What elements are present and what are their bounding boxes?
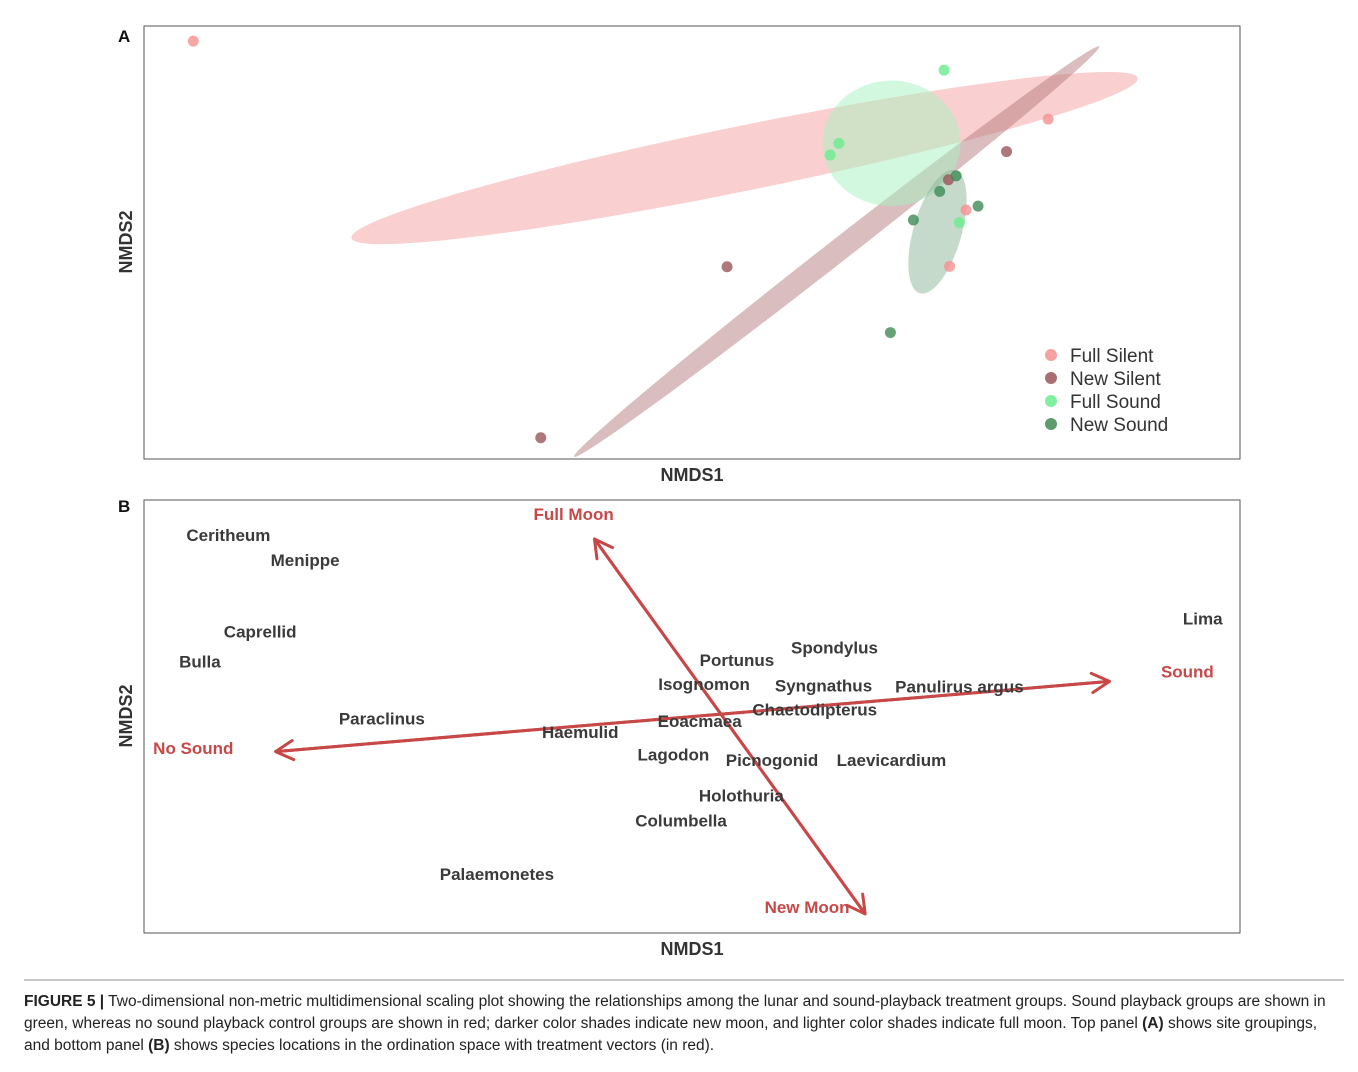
caption-text-1: Two-dimensional non-metric multidimensio… [24,993,1326,1032]
legend-swatch [1045,349,1057,361]
panel-a-label: A [118,27,130,46]
caption-text-3: shows species locations in the ordinatio… [169,1037,715,1054]
point-new-sound [884,327,896,339]
species-label: Panulirus argus [895,678,1023,697]
species-label: Lagodon [637,746,709,765]
panel-b-label: B [118,497,130,516]
caption-text-2: shows site groupings, and bottom panel [24,1015,1317,1054]
group-ellipses [351,46,1138,457]
point-full-silent [960,204,972,216]
species-label: Picnogonid [726,751,819,770]
point-new-sound [972,200,984,212]
ellipse-full-silent [351,71,1138,245]
caption-lead: FIGURE 5 | [24,993,105,1010]
species-label: Laevicardium [837,751,947,770]
species-label: Haemulid [542,723,619,742]
species-label: Paraclinus [339,710,425,729]
vector-label: No Sound [153,739,233,758]
species-label: Bulla [179,653,221,672]
vector-arrowhead [845,892,867,916]
caption-ref-b: (B) [148,1037,170,1054]
panel-b-frame [143,499,1241,934]
species-label: Isognomon [658,675,750,694]
panel-b-x-axis-label: NMDS1 [660,939,723,959]
point-new-silent [721,261,733,273]
ellipse-new-silent [574,46,1100,457]
caption-ref-a: (A) [1142,1015,1164,1032]
panel-a-x-axis-label: NMDS1 [660,465,723,485]
legend-entry: New Silent [1070,369,1162,390]
legend-entry: New Sound [1070,415,1168,436]
point-full-silent [944,260,956,272]
vector-line [275,679,1110,754]
species-label: Chaetodipterus [752,701,877,720]
treatment-vectors [274,537,1112,916]
legend-swatch [1045,372,1057,384]
species-label: Holothuria [699,786,785,805]
species-label: Palaemonetes [440,865,554,884]
species-label: Caprellid [224,623,297,642]
species-label: Eoacmaea [658,712,743,731]
point-new-silent [1001,146,1013,158]
species-label: Ceritheum [186,526,270,545]
point-full-sound [833,137,845,149]
vector-label: Full Moon [533,505,613,524]
ellipse-new-sound [908,169,967,294]
point-new-sound [950,170,962,182]
point-full-silent [1042,113,1054,125]
point-new-sound [907,214,919,226]
point-new-silent [535,432,547,444]
species-label: Syngnathus [775,676,872,695]
species-label: Portunus [700,651,775,670]
vector-arrowhead [274,739,296,762]
vector-label: New Moon [765,898,850,917]
figure-caption: FIGURE 5 | Two-dimensional non-metric mu… [24,979,1344,1057]
point-full-sound [824,149,836,161]
species-label: Menippe [271,551,340,570]
ellipse-full-sound [822,80,961,207]
legend-swatch [1045,418,1057,430]
vector-label: Sound [1161,663,1214,682]
site-points [187,35,1054,444]
point-new-sound [934,185,946,197]
panel-b-y-axis-label: NMDS2 [116,684,136,747]
vector-labels: Full Moon New Moon Sound No Sound [153,505,1214,917]
legend-swatch [1045,395,1057,407]
legend-entry: Full Sound [1070,392,1161,413]
panel-a-y-axis-label: NMDS2 [116,210,136,273]
species-label: Lima [1183,610,1223,629]
legend-entry: Full Silent [1070,346,1154,367]
vector-arrowhead [1089,671,1112,694]
panel-a-frame [143,25,1241,460]
vector-line [593,538,867,915]
species-label: Spondylus [791,639,878,658]
point-full-silent [187,35,199,47]
point-full-sound [953,217,965,229]
species-label: Columbella [635,811,727,830]
point-full-sound [938,64,950,76]
